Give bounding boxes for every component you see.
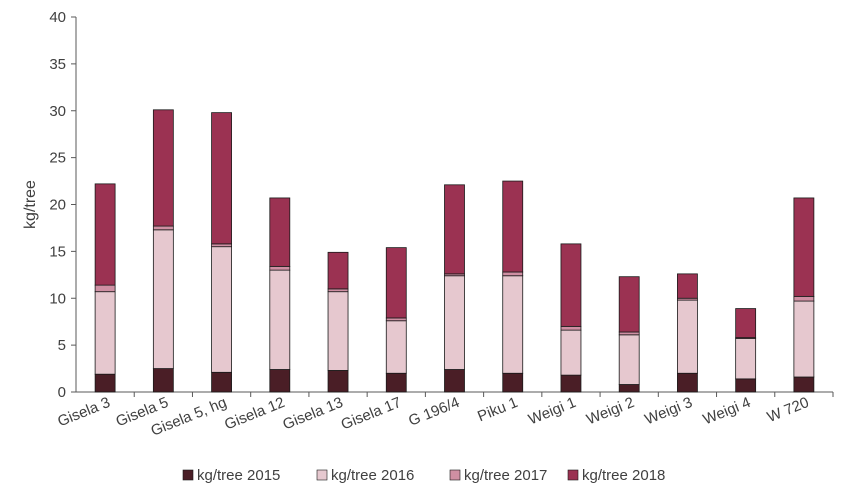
x-tick-label: Piku 1	[475, 394, 520, 425]
bar-segment	[677, 273, 698, 299]
bar-segment	[152, 229, 174, 369]
x-tick-label: Weigi 1	[526, 394, 578, 428]
bar-segment	[502, 372, 524, 393]
bar-segment	[385, 372, 407, 393]
legend-swatch	[316, 469, 328, 481]
bar-segment	[618, 276, 640, 333]
bar-segment	[560, 243, 582, 327]
bar-segment	[385, 247, 407, 319]
bar-segment	[211, 112, 232, 245]
bar-segment	[560, 329, 582, 376]
legend-label: kg/tree 2018	[582, 467, 665, 484]
x-tick-label: Weigi 2	[584, 394, 636, 428]
legend-label: kg/tree 2016	[331, 467, 414, 484]
x-tick-label: Gisela 17	[339, 394, 404, 434]
y-tick-label: 35	[49, 56, 66, 73]
bar-segment	[560, 374, 582, 393]
bar-segment	[618, 331, 640, 336]
bar-segment	[502, 271, 524, 277]
y-tick-label: 0	[58, 384, 66, 401]
y-tick-label: 15	[49, 243, 66, 260]
bar-segment	[793, 295, 815, 302]
bar-segment	[618, 384, 640, 393]
bar-segment	[327, 291, 349, 371]
bar-segment	[94, 183, 116, 286]
bar-segment	[793, 197, 815, 297]
bar-segment	[444, 275, 465, 370]
bar-segment	[444, 369, 465, 393]
y-tick-label: 40	[49, 9, 66, 26]
bar-segment	[327, 288, 349, 293]
bar-segment	[385, 317, 407, 322]
legend-swatch	[182, 469, 194, 481]
bar-segment	[735, 308, 757, 339]
legend-label: kg/tree 2015	[197, 467, 280, 484]
bar-segment	[211, 243, 232, 248]
bar-segment	[677, 299, 698, 374]
bar-segment	[269, 265, 291, 271]
bar-segment	[677, 372, 698, 393]
bar-segment	[793, 376, 815, 393]
bar-segment	[385, 320, 407, 374]
x-tick-label: G 196/4	[406, 394, 462, 430]
bar-segment	[560, 325, 582, 331]
bar-segment	[793, 300, 815, 378]
y-tick-label: 30	[49, 103, 66, 120]
bar-segment	[152, 109, 174, 227]
x-tick-label: Gisela 12	[222, 394, 287, 434]
bar-segment	[502, 180, 524, 273]
bar-segment	[211, 371, 232, 393]
bar-segment	[94, 291, 116, 375]
bar-segment	[94, 284, 116, 293]
bar-segment	[152, 225, 174, 231]
bar-segment	[735, 338, 757, 380]
legend-swatch	[449, 469, 461, 481]
bar-segment	[152, 368, 174, 393]
legend-label: kg/tree 2017	[464, 467, 547, 484]
y-tick-label: 25	[49, 150, 66, 167]
bar-segment	[618, 334, 640, 385]
bar-segment	[327, 251, 349, 290]
x-tick-label: Weigi 4	[701, 394, 753, 428]
bar-segment	[94, 373, 116, 393]
bar-segment	[444, 184, 465, 275]
legend-swatch	[567, 469, 579, 481]
x-tick-label: Gisela 13	[280, 394, 345, 434]
bar-segment	[502, 275, 524, 374]
bar-segment	[269, 369, 291, 393]
y-tick-label: 10	[49, 290, 66, 307]
x-tick-label: W 720	[765, 394, 812, 426]
y-axis-title: kg/tree	[22, 180, 39, 229]
bar-segment	[211, 246, 232, 373]
y-tick-label: 20	[49, 197, 66, 214]
y-tick-label: 5	[58, 337, 66, 354]
bar-segment	[269, 197, 291, 267]
bar-segment	[327, 370, 349, 393]
x-tick-label: Weigi 3	[642, 394, 694, 428]
bar-segment	[269, 269, 291, 370]
bar-segment	[735, 378, 757, 393]
